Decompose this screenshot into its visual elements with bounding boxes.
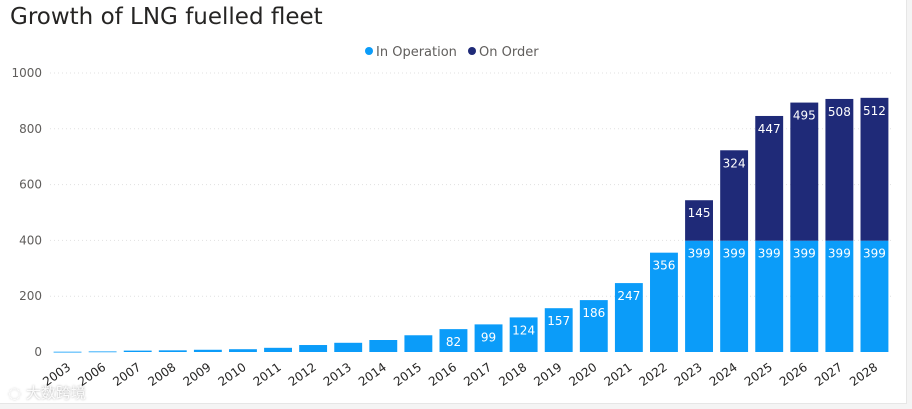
bar-in-operation-2017 [474, 324, 503, 352]
x-tick-2017: 2017 [461, 360, 494, 389]
legend-label-on-order: On Order [479, 45, 539, 60]
x-tick-2021: 2021 [602, 360, 635, 389]
x-tick-2015: 2015 [391, 360, 424, 389]
x-tick-2022: 2022 [637, 360, 670, 389]
data-label-on-order-2026: 495 [793, 109, 816, 123]
gridlines [50, 72, 892, 297]
x-tick-2020: 2020 [566, 360, 599, 389]
x-tick-2007: 2007 [110, 360, 143, 389]
x-tick-2011: 2011 [251, 360, 284, 389]
data-label-in-operation-2024: 399 [723, 247, 746, 261]
data-label-in-operation-2023: 399 [688, 247, 711, 261]
y-tick-400: 400 [19, 233, 42, 247]
bar-on-order-2024 [720, 150, 749, 241]
bar-in-operation-2025 [755, 240, 784, 352]
chart-title: Growth of LNG fuelled fleet [10, 4, 323, 30]
x-tick-2016: 2016 [426, 360, 459, 389]
x-tick-2027: 2027 [812, 360, 845, 389]
bar-in-operation-2016 [439, 329, 468, 352]
bar-in-operation-2013 [334, 342, 363, 352]
watermark-text: 大数跨境 [25, 384, 86, 402]
x-tick-2026: 2026 [777, 360, 810, 389]
data-label-in-operation-2026: 399 [793, 247, 816, 261]
bar-in-operation-2023 [685, 240, 713, 352]
data-label-on-order-2023: 145 [688, 206, 711, 220]
fleet-chart: In Operation On Order 0 200 400 600 800 1000 8… [11, 45, 892, 389]
data-label-in-operation-2022: 356 [653, 259, 676, 273]
x-tick-2018: 2018 [496, 360, 529, 389]
bar-in-operation-2015 [404, 335, 433, 352]
data-labels: 82 99 124 157 186 247 356 399 145 399 324 399 447 399… [446, 104, 886, 349]
bar-in-operation-2008 [158, 350, 187, 352]
x-tick-2010: 2010 [216, 360, 249, 389]
bar-in-operation-2024 [720, 240, 749, 352]
y-tick-600: 600 [19, 178, 42, 192]
bar-in-operation-2019 [544, 308, 573, 352]
bar-on-order-2028 [860, 97, 889, 241]
bars [53, 97, 889, 353]
bar-in-operation-2003 [53, 351, 82, 353]
data-label-on-order-2027: 508 [828, 105, 851, 119]
data-label-on-order-2028: 512 [863, 104, 886, 118]
bar-in-operation-2011 [264, 347, 292, 352]
bar-in-operation-2018 [509, 317, 538, 352]
legend-marker-in-operation [365, 47, 373, 55]
x-tick-2012: 2012 [286, 360, 319, 389]
data-label-in-operation-2020: 186 [582, 306, 605, 320]
bar-on-order-2027 [825, 98, 854, 241]
bar-on-order-2023 [685, 200, 713, 241]
x-tick-2019: 2019 [531, 360, 564, 389]
data-label-in-operation-2028: 399 [863, 247, 886, 261]
y-tick-200: 200 [19, 289, 42, 303]
data-label-in-operation-2025: 399 [758, 247, 781, 261]
data-label-in-operation-2027: 399 [828, 247, 851, 261]
bar-on-order-2026 [790, 102, 819, 241]
x-tick-2014: 2014 [356, 360, 389, 389]
x-tick-2024: 2024 [707, 360, 740, 389]
x-tick-2013: 2013 [321, 360, 354, 389]
data-label-in-operation-2018: 124 [512, 323, 535, 337]
legend: In Operation On Order [365, 45, 539, 60]
bar-in-operation-2027 [825, 240, 854, 352]
legend-marker-on-order [468, 47, 476, 55]
y-tick-800: 800 [19, 122, 42, 136]
bar-on-order-2025 [755, 115, 784, 241]
legend-label-in-operation: In Operation [376, 45, 457, 60]
bar-in-operation-2020 [579, 300, 608, 352]
x-axis: 2003 2006 2007 2008 2009 2010 2011 2012 2013 2014… [40, 360, 880, 389]
bar-in-operation-2022 [650, 252, 678, 352]
y-axis: 0 200 400 600 800 1000 [11, 66, 42, 359]
data-label-in-operation-2016: 82 [446, 335, 461, 349]
bar-in-operation-2012 [299, 345, 328, 352]
x-tick-2009: 2009 [181, 360, 214, 389]
watermark: ◌ 大数跨境 [8, 382, 86, 403]
bar-in-operation-2026 [790, 240, 819, 352]
bar-in-operation-2009 [193, 349, 222, 352]
y-tick-0: 0 [34, 345, 42, 359]
data-label-in-operation-2019: 157 [547, 314, 570, 328]
x-tick-2025: 2025 [742, 360, 775, 389]
bar-in-operation-2014 [369, 340, 398, 352]
bar-in-operation-2006 [88, 351, 117, 353]
x-tick-2028: 2028 [847, 360, 880, 389]
bar-in-operation-2021 [614, 283, 643, 352]
data-label-on-order-2024: 324 [723, 156, 746, 170]
data-label-in-operation-2021: 247 [617, 289, 640, 303]
bar-in-operation-2007 [123, 350, 152, 352]
data-label-on-order-2025: 447 [758, 122, 781, 136]
x-tick-2023: 2023 [672, 360, 705, 389]
watermark-logo-icon: ◌ [8, 384, 22, 402]
data-label-in-operation-2017: 99 [481, 330, 496, 344]
bar-in-operation-2010 [229, 349, 257, 352]
x-tick-2008: 2008 [145, 360, 178, 389]
bar-in-operation-2028 [860, 240, 889, 352]
y-tick-1000: 1000 [11, 66, 42, 80]
